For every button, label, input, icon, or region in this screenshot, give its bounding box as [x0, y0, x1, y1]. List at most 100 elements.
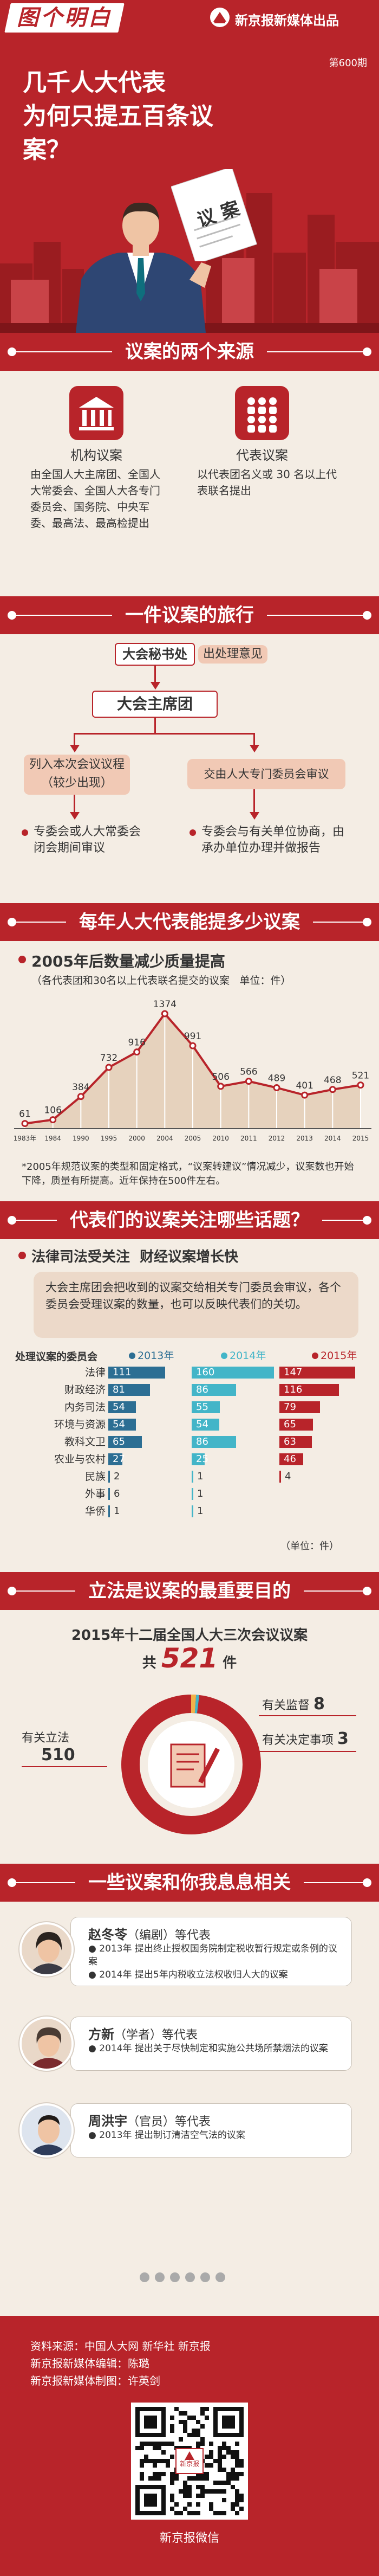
yearly-area-chart: 61 1983年 106 1984 384 1990 732 1995 916 2000 1374 2…: [14, 999, 371, 1142]
committee-bar: 2: [108, 1471, 120, 1483]
chart-tick-label: 2011: [240, 1135, 257, 1142]
bullet-icon: [18, 956, 26, 963]
legend-2015: 2015年: [312, 1348, 357, 1362]
committee-bar: 63: [279, 1436, 312, 1448]
chart-tick-label: 2013: [296, 1135, 313, 1142]
pagination-dots: [140, 2272, 243, 2283]
section-banner-related: 一些议案和你我息息相关: [0, 1864, 379, 1902]
left-result: 专委会或人大常委会闭会期间审议: [34, 825, 141, 855]
chart-point: [301, 1091, 309, 1099]
callout-line: [259, 1715, 356, 1716]
presidium-box: 大会主席团: [92, 691, 218, 718]
flow-line: [74, 795, 75, 815]
bar-value: 46: [284, 1453, 296, 1465]
bar-value: 27: [113, 1453, 125, 1465]
flow-line: [74, 733, 254, 735]
table-row: 财政经济 81 86 116: [0, 1382, 379, 1398]
section-banner-sources: 议案的两个来源: [0, 333, 379, 371]
committee-label: 教科文卫: [64, 1436, 106, 1448]
committee-bar: 160: [192, 1367, 274, 1379]
chart-point: [105, 1064, 113, 1071]
chart-point: [245, 1078, 252, 1085]
topics-subtitle: 法律司法受关注 财经议案增长快: [31, 1249, 239, 1265]
legislation-line1: 2015年十二届全国人大三次会议议案: [71, 1627, 308, 1644]
right-branch-box: 交由人大专门委员会审议: [187, 759, 345, 789]
chart-tick-label: 1983年: [14, 1135, 37, 1142]
person-card-zhao: 赵冬苓（编剧）等代表 ● 2013年 提出终止授权国务院制定税收暂行规定或条例的…: [70, 1917, 352, 1986]
table-row: 教科文卫 65 86 63: [0, 1434, 379, 1450]
chart-tick-label: 2015: [352, 1135, 369, 1142]
committee-label: 内务司法: [64, 1401, 106, 1413]
section-banner-yearly: 每年人大代表能提多少议案: [0, 903, 379, 941]
legend-2014: 2014年: [221, 1348, 266, 1362]
page-title: 几千人大代表 为何只提五百条议案？: [23, 69, 213, 164]
bar-value: 116: [284, 1384, 303, 1395]
chart-data-label: 468: [324, 1075, 341, 1086]
committee-bar: 111: [108, 1367, 166, 1379]
institution-label: 机构议案: [70, 448, 122, 463]
footer-designer: 新京报新媒体制图：许英剑: [30, 2374, 160, 2387]
opinion-tag: 出处理意见: [198, 645, 267, 664]
committee-label: 外事: [84, 1488, 106, 1500]
legislation-total: 共 521 件: [142, 1643, 237, 1674]
supervise-label: 有关监督 8: [262, 1695, 325, 1714]
topics-unit: （单位：件）: [280, 1541, 339, 1552]
avatar: [19, 2017, 74, 2071]
city-skyline-icon: [0, 193, 379, 333]
section-banner-topics: 代表们的议案关注哪些话题？: [0, 1201, 379, 1239]
chart-point: [273, 1084, 280, 1092]
flow-arrow-icon: [250, 812, 259, 820]
callout-line: [259, 1751, 356, 1752]
decision-label: 有关决定事项 3: [262, 1729, 349, 1748]
yearly-footnote: *2005年规范议案的类型和固定格式，“议案转建议”情况减少，议案数也开始下降，…: [22, 1161, 354, 1187]
flow-line: [154, 718, 156, 734]
secretariat-box: 大会秘书处: [115, 643, 195, 666]
committee-bar: 6: [108, 1488, 120, 1500]
bar-value: 86: [196, 1384, 208, 1395]
table-row: 法律 111 160 147: [0, 1365, 379, 1380]
bar-value: 6: [114, 1488, 120, 1499]
committee-bar: 54: [108, 1401, 136, 1413]
chart-point: [217, 1083, 225, 1090]
bar-value: 81: [113, 1384, 125, 1395]
callout-line: [22, 1766, 107, 1767]
footer-editor: 新京报新媒体编辑：陈璐: [30, 2357, 149, 2370]
avatar: [19, 2103, 74, 2158]
yearly-subtitle: 2005年后数量减少质量提高: [31, 952, 225, 970]
table-row: 华侨 1 1: [0, 1504, 379, 1519]
committee-bar: 25: [192, 1453, 208, 1465]
institution-icon: [69, 386, 123, 440]
delegates-icon: [235, 386, 289, 440]
flow-arrow-icon: [151, 682, 160, 690]
publisher-icon: [210, 8, 230, 27]
committee-bar: 1: [192, 1505, 203, 1517]
chart-point: [357, 1081, 364, 1089]
bar-value: 1: [197, 1505, 204, 1517]
publisher-label: 新京报新媒体出品: [235, 13, 339, 28]
table-row: 农业与农村 27 25 46: [0, 1452, 379, 1467]
hero-section: 第600期 几千人大代表 为何只提五百条议案？ 议案: [0, 36, 379, 333]
bar-value: 2: [114, 1471, 120, 1482]
footer-sources: 资料来源：中国人大网 新华社 新京报: [30, 2340, 211, 2353]
chart-tick-label: 1990: [73, 1135, 89, 1142]
chart-tick-label: 2004: [156, 1135, 173, 1142]
chart-data-label: 384: [72, 1082, 89, 1093]
chart-tick-label: 1984: [44, 1135, 61, 1142]
person-card-fang: 方新（学者）等代表 ● 2014年 提出关于尽快制定和实施公共场所禁烟法的议案: [70, 2017, 352, 2071]
flow-arrow-icon: [70, 745, 80, 752]
legislation-ring-chart: [121, 1695, 261, 1834]
chart-point: [133, 1048, 141, 1056]
committee-col-label: 处理议案的委员会: [15, 1351, 98, 1363]
committee-label: 环境与资源: [54, 1419, 106, 1431]
chart-tick-label: 2012: [269, 1135, 285, 1142]
flow-line: [154, 666, 156, 685]
institution-desc: 由全国人大主席团、全国人大常委会、全国人大各专门委员会、国务院、中央军委、最高法…: [30, 468, 160, 530]
chart-data-label: 991: [184, 1031, 201, 1042]
flow-line: [253, 733, 255, 748]
bar-value: 86: [196, 1436, 208, 1447]
bar-value: 63: [284, 1436, 296, 1447]
right-result: 专委会与有关单位协商，由承办单位办理并做报告: [201, 825, 345, 855]
chart-data-label: 732: [100, 1053, 117, 1064]
committee-bar: 4: [279, 1471, 291, 1483]
